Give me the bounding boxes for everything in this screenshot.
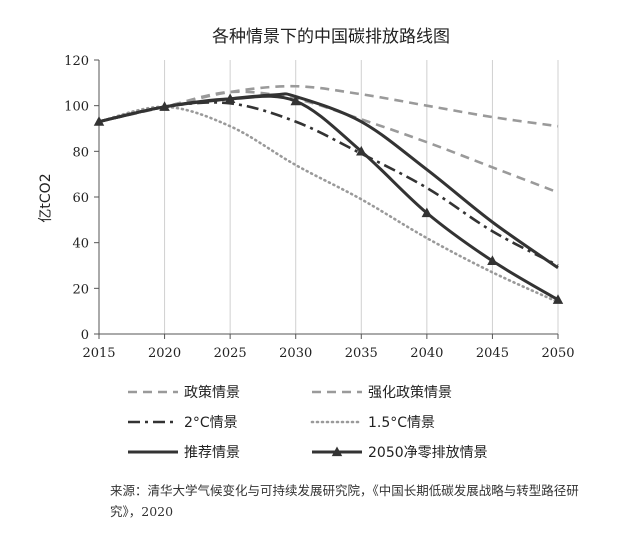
series-line-4 <box>97 105 560 304</box>
series-6-marker-6 <box>487 255 498 266</box>
legend-label-3: 2°C情景 <box>184 415 238 431</box>
series-line-6 <box>98 94 559 302</box>
series-6-marker-4 <box>356 145 367 156</box>
y-tick-label-60: 60 <box>72 191 89 206</box>
x-tick-label-2030: 2030 <box>279 346 312 361</box>
legend-label-2: 强化政策情景 <box>368 384 452 401</box>
x-tick-label-2020: 2020 <box>148 346 181 361</box>
legend-label-1: 政策情景 <box>184 384 240 401</box>
series-6-marker-5 <box>421 207 433 218</box>
series-line-1 <box>98 84 559 128</box>
y-tick-label-20: 20 <box>72 282 89 297</box>
source-note: 来源：清华大学气候变化与可持续发展研究院，《中国长期低碳发展战略与转型路径研究》… <box>110 483 579 519</box>
legend-marker-6 <box>331 446 343 457</box>
series-6-marker-3 <box>290 95 301 106</box>
series-line-5 <box>98 92 559 270</box>
y-axis-label: 亿tCO2 <box>38 173 54 222</box>
legend-label-6: 2050净零排放情景 <box>368 445 488 461</box>
y-tick-label-0: 0 <box>81 328 89 343</box>
legend-label-5: 推荐情景 <box>184 445 240 461</box>
x-tick-label-2045: 2045 <box>476 346 509 361</box>
y-tick-label-80: 80 <box>72 145 89 160</box>
x-tick-label-2040: 2040 <box>410 346 443 361</box>
x-tick-label-2050: 2050 <box>541 346 574 361</box>
series-6-marker-7 <box>552 294 564 304</box>
series-6-marker-0 <box>93 116 105 126</box>
series-6-marker-2 <box>224 93 236 103</box>
legend-label-4: 1.5°C情景 <box>368 415 435 431</box>
series-line-3 <box>98 101 559 267</box>
y-tick-label-100: 100 <box>64 100 89 115</box>
chart-title: 各种情景下的中国碳排放路线图 <box>212 27 450 47</box>
y-tick-label-120: 120 <box>64 54 89 69</box>
x-tick-label-2025: 2025 <box>214 346 247 361</box>
y-tick-label-40: 40 <box>72 237 89 252</box>
series-6-marker-1 <box>159 101 170 111</box>
x-tick-label-2015: 2015 <box>82 346 115 361</box>
x-tick-label-2035: 2035 <box>345 346 378 361</box>
